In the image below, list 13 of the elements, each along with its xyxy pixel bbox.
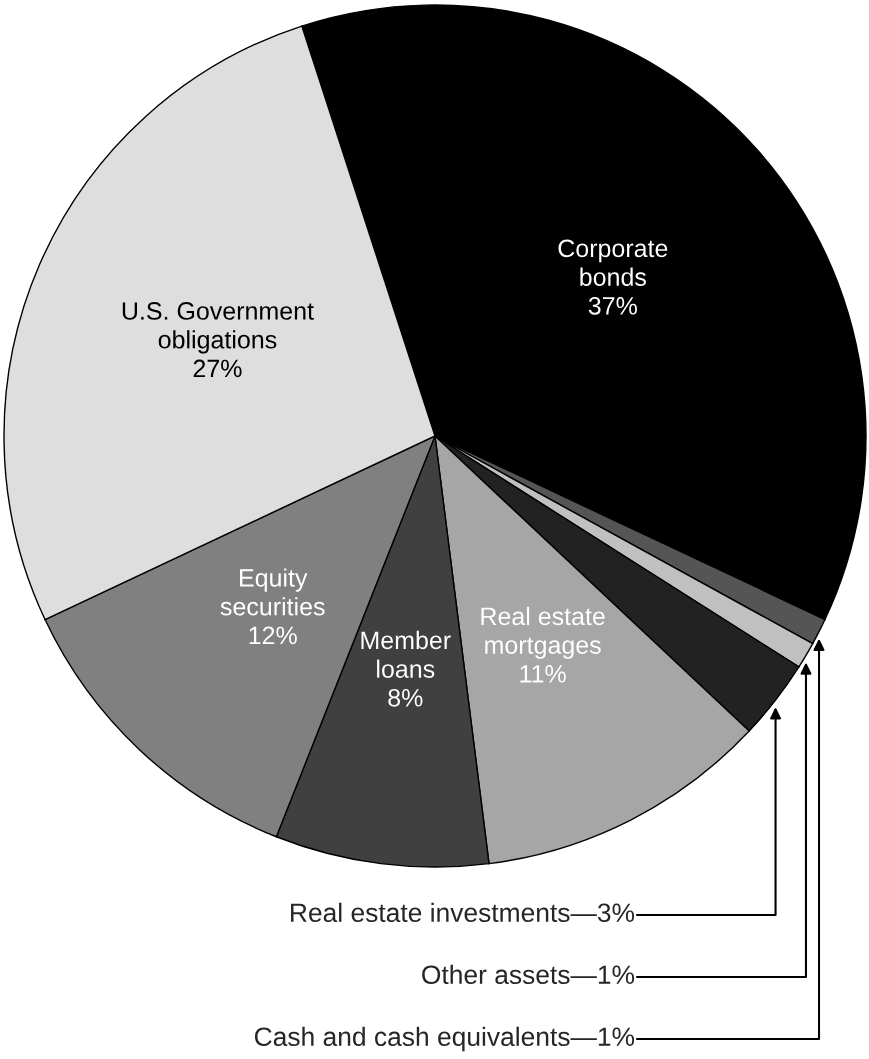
data-label: 12% bbox=[249, 626, 297, 645]
slice-label: Equity securities bbox=[220, 568, 325, 616]
data-label: 37% bbox=[588, 296, 637, 315]
data-label: 11% bbox=[520, 665, 566, 683]
data-label: 8% bbox=[388, 688, 423, 707]
data-label: 27% bbox=[193, 359, 242, 378]
slice-label: Corporate bonds bbox=[558, 239, 668, 286]
slice-label: Real estate investments—3% bbox=[291, 902, 635, 923]
slice-label: Cash and cash equivalents—1% bbox=[254, 1026, 635, 1052]
slice-label: Real estate mortgages bbox=[481, 606, 605, 659]
slice-label: Other assets—1% bbox=[422, 964, 635, 985]
slice-label: Member loans bbox=[361, 630, 451, 678]
slice-label: U.S. Government obligations bbox=[122, 302, 314, 354]
